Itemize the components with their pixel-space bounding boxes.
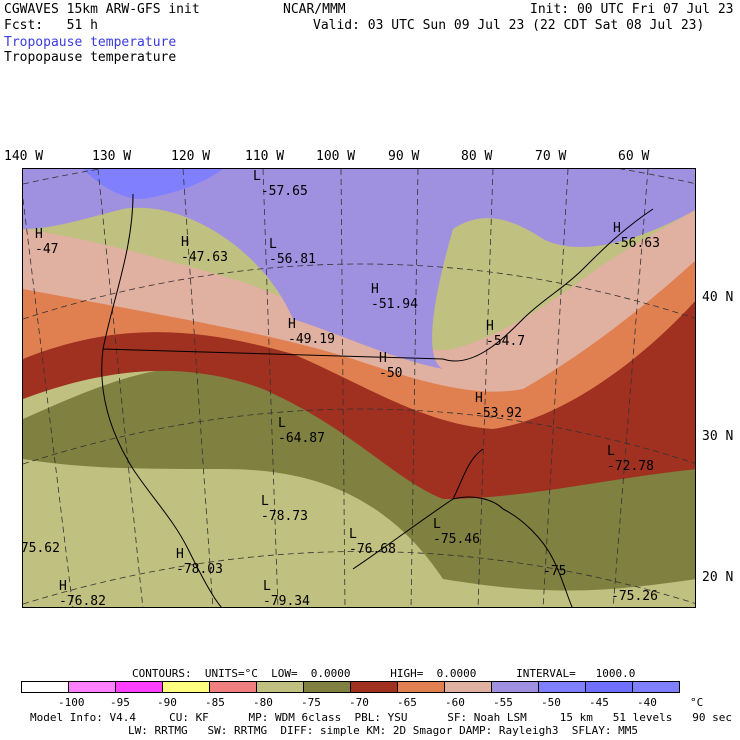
colorbar-swatch <box>397 681 445 693</box>
colorbar-label: -85 <box>205 696 225 709</box>
lat-label: 40 N <box>702 290 734 305</box>
low-marker: L -76.68 <box>349 527 396 557</box>
model-title: CGWAVES 15km ARW-GFS init <box>4 2 200 17</box>
low-marker: L -79.34 <box>263 579 310 608</box>
colorbar-swatch <box>162 681 210 693</box>
lon-label: 100 W <box>316 149 356 164</box>
high-marker: H -47.63 <box>181 235 228 265</box>
band-minus55-50 <box>23 169 695 369</box>
colorbar-label: -95 <box>110 696 130 709</box>
high-marker: H -78.03 <box>176 547 223 577</box>
colorbar-swatch <box>21 681 69 693</box>
low-marker: -75.26 <box>611 589 658 604</box>
colorbar-swatch <box>585 681 633 693</box>
lon-label: 140 W <box>4 149 44 164</box>
lat-label: 20 N <box>702 570 734 585</box>
colorbar-label: -100 <box>58 696 85 709</box>
field-title-contour: Tropopause temperature <box>4 50 177 65</box>
colorbar-swatch <box>632 681 680 693</box>
low-marker: L -64.87 <box>278 416 325 446</box>
high-marker: H -76.82 <box>59 579 106 608</box>
high-marker: H -47 <box>35 227 59 257</box>
colorbar-swatch <box>256 681 304 693</box>
low-marker: L -75.46 <box>433 517 480 547</box>
forecast-hour: Fcst: 51 h <box>4 18 98 33</box>
colorbar-unit: °C <box>690 696 704 709</box>
colorbar-label: -55 <box>493 696 513 709</box>
high-marker: H -51.94 <box>371 282 418 312</box>
low-marker: L -78.73 <box>261 494 308 524</box>
valid-time: Valid: 03 UTC Sun 09 Jul 23 (22 CDT Sat … <box>313 18 705 33</box>
colorbar-label: -40 <box>637 696 657 709</box>
coastline <box>101 193 654 607</box>
low-marker: L -72.78 <box>607 444 654 474</box>
colorbar-label: -60 <box>445 696 465 709</box>
colorbar-swatch <box>491 681 539 693</box>
colorbar-swatch <box>303 681 351 693</box>
lon-label: 70 W <box>535 149 567 164</box>
colorbar-swatch <box>68 681 116 693</box>
lon-label: 60 W <box>618 149 650 164</box>
graticule <box>23 169 695 607</box>
contour-info: CONTOURS: UNITS=°C LOW= 0.0000 HIGH= 0.0… <box>132 667 636 680</box>
band-minus50-45 <box>83 169 223 199</box>
low-marker: L -56.81 <box>269 237 316 267</box>
colorbar-label: -50 <box>541 696 561 709</box>
low-marker: L -57.65 <box>253 169 308 199</box>
high-marker: H -53.92 <box>475 391 522 421</box>
tropopause-temperature-map: L -57.65 H -47 H -47.63 L -56.81 H -56.63 H-… <box>22 168 696 608</box>
model-info-line2: LW: RRTMG SW: RRTMG DIFF: simple KM: 2D … <box>128 724 638 737</box>
colorbar-label: -45 <box>589 696 609 709</box>
colorbar <box>21 681 680 693</box>
colorbar-swatch <box>444 681 492 693</box>
high-marker: H -56.63 <box>613 221 660 251</box>
colorbar-swatch <box>538 681 586 693</box>
colorbar-swatch <box>115 681 163 693</box>
lon-label: 120 W <box>171 149 211 164</box>
lon-label: 110 W <box>245 149 285 164</box>
lon-label: 80 W <box>461 149 493 164</box>
init-time: Init: 00 UTC Fri 07 Jul 23 <box>530 2 734 17</box>
lon-label: 90 W <box>388 149 420 164</box>
high-marker: H -49.19 <box>288 317 335 347</box>
model-info-line1: Model Info: V4.4 CU: KF MP: WDM 6class P… <box>30 711 732 724</box>
colorbar-label: -70 <box>349 696 369 709</box>
field-title-shaded: Tropopause temperature <box>4 35 177 50</box>
low-marker: -75 <box>543 564 567 579</box>
colorbar-label: -90 <box>157 696 177 709</box>
band-minus60-55 <box>23 210 695 392</box>
high-marker: H -50 <box>379 351 403 381</box>
colorbar-swatch <box>209 681 257 693</box>
colorbar-swatch <box>350 681 398 693</box>
colorbar-label: -80 <box>253 696 273 709</box>
lat-label: 30 N <box>702 429 734 444</box>
high-marker: H -54.7 <box>486 319 526 349</box>
colorbar-label: -65 <box>397 696 417 709</box>
colorbar-label: -75 <box>301 696 321 709</box>
map-svg <box>23 169 695 607</box>
low-marker: -75.62 <box>22 541 60 556</box>
org-label: NCAR/MMM <box>283 2 346 17</box>
lon-label: 130 W <box>92 149 132 164</box>
